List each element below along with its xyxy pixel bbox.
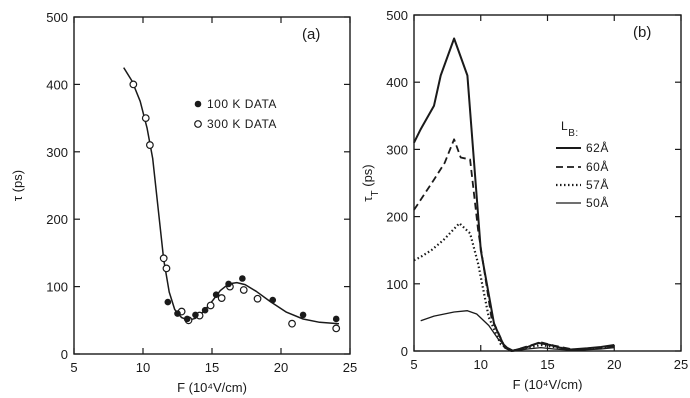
y-tick-label: 100 [46, 280, 68, 295]
data-point-100k [192, 311, 199, 319]
y-tick-label: 300 [46, 145, 68, 160]
y-tick-label: 500 [46, 10, 68, 25]
series-line-2 [413, 138, 615, 352]
x-tick-label: 10 [474, 357, 488, 372]
data-point-300k [141, 114, 150, 122]
panel-a: 5 10 15 20 25 0 100 200 300 400 500 F (10⁴V/cm) (a) τ… [10, 10, 357, 395]
data-point-300k [239, 286, 248, 294]
x-tick-label: 20 [274, 360, 288, 375]
y-tick-label: 300 [386, 142, 408, 157]
legend-marker-100k [194, 100, 202, 108]
data-point-300k [288, 319, 296, 328]
series-line-1 [413, 37, 615, 352]
x-tick-label: 20 [607, 357, 621, 372]
y-tick-label: 400 [386, 75, 408, 90]
data-point-300k [217, 294, 226, 302]
data-point-300k [159, 254, 168, 263]
x-tick-label: 5 [410, 357, 417, 372]
x-tick-label: 15 [540, 357, 554, 372]
legend-title: LB: [561, 119, 579, 139]
panel-label: (b) [633, 24, 651, 41]
series-line-4 [420, 310, 615, 352]
legend-label-100k: 100 K DATA [207, 97, 277, 111]
data-point-100k [332, 315, 340, 323]
y-tick-label: 500 [386, 8, 408, 23]
y-tick-label: 100 [386, 277, 408, 292]
x-axis-label: F (10⁴V/cm) [513, 377, 583, 392]
legend-label-3: 57Å [586, 177, 609, 192]
x-axis-label: F (10⁴V/cm) [177, 380, 247, 395]
data-point-100k [183, 315, 191, 323]
legend-label-1: 62Å [586, 140, 609, 155]
data-point-100k [212, 291, 220, 298]
y-tick-label: 400 [46, 77, 68, 92]
data-point-100k [225, 280, 232, 288]
legend-label-2: 60Å [586, 159, 609, 174]
data-point-100k [299, 311, 307, 319]
legend-label-4: 50Å [586, 195, 609, 210]
plot-frame [413, 14, 682, 352]
legend-label-300k: 300 K DATA [207, 117, 277, 131]
data-point-100k [239, 275, 246, 282]
y-axis-label: τT (ps) [360, 164, 381, 201]
data-point-100k [174, 310, 181, 317]
data-point-100k [269, 296, 277, 304]
data-point-300k [206, 301, 215, 310]
panel-label: (a) [302, 26, 320, 43]
legend-marker-300k [194, 120, 202, 128]
y-tick-label: 0 [61, 347, 68, 362]
series-line-3 [413, 222, 615, 353]
data-point-300k [253, 294, 262, 303]
y-tick-label: 0 [401, 344, 408, 359]
y-tick-label: 200 [386, 210, 408, 225]
x-tick-label: 25 [674, 357, 688, 372]
y-axis-label: τ (ps) [10, 170, 25, 201]
data-point-300k [162, 264, 171, 273]
x-tick-label: 15 [205, 360, 219, 375]
panel-b: 5 10 15 20 25 0 100 200 300 400 500 F (10⁴V/cm) (b) τ… [360, 8, 688, 392]
data-point-300k [145, 141, 154, 149]
data-point-300k [332, 324, 341, 333]
y-tick-label: 200 [46, 212, 68, 227]
data-point-300k [129, 80, 138, 89]
data-point-100k [201, 306, 209, 314]
x-tick-label: 25 [343, 360, 357, 375]
x-tick-label: 10 [136, 360, 150, 375]
x-tick-label: 5 [70, 360, 77, 375]
data-point-100k [164, 298, 172, 306]
